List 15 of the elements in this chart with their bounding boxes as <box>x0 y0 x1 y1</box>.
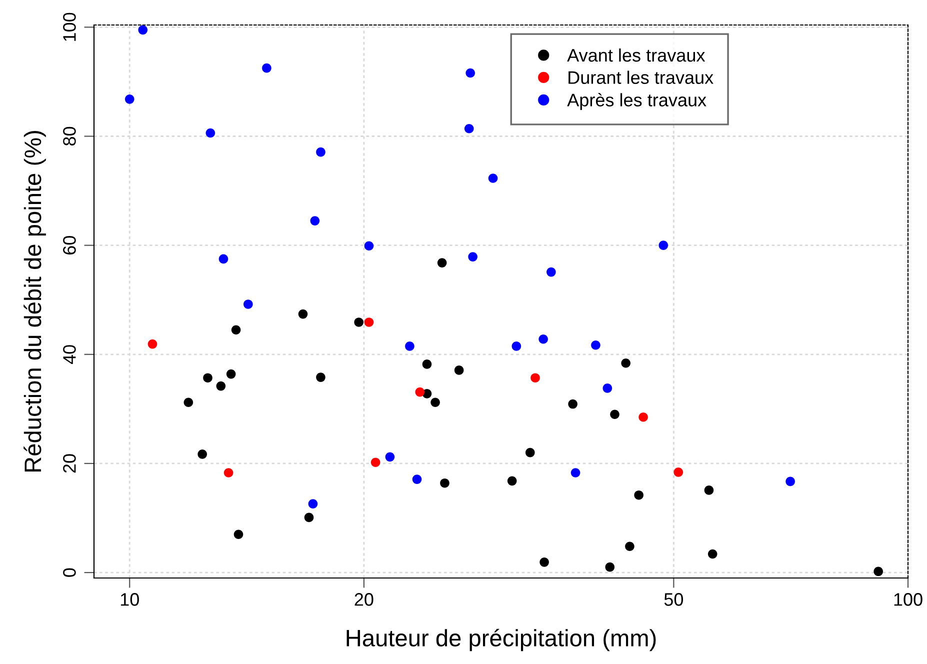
x-tick-label: 10 <box>120 593 139 606</box>
x-tick-label: 100 <box>894 593 922 606</box>
y-tick-label: 60 <box>63 236 76 254</box>
y-tick-label: 0 <box>63 568 76 577</box>
y-axis-title: Réduction du débit de pointe (%) <box>24 131 46 472</box>
x-axis-title: Hauteur de précipitation (mm) <box>346 628 656 652</box>
legend-label: Avant les travaux <box>567 48 706 62</box>
legend-label: Durant les travaux <box>568 70 714 84</box>
legend-label: Après les travaux <box>567 92 706 110</box>
y-tick-label: 20 <box>63 454 76 473</box>
y-tick-label: 100 <box>63 12 76 41</box>
x-tick-label: 20 <box>354 593 374 606</box>
y-tick-label: 80 <box>63 126 76 146</box>
x-tick-label: 50 <box>664 593 684 606</box>
y-tick-label: 40 <box>63 345 76 364</box>
